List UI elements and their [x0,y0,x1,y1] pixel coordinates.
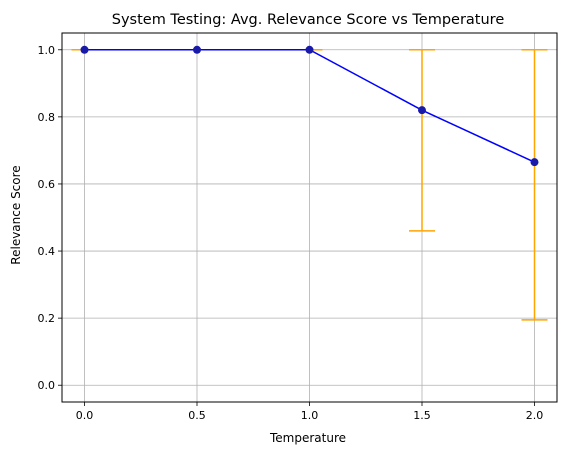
y-tick-label: 0.2 [38,312,56,325]
x-axis-ticks: 0.0 0.5 1.0 1.5 2.0 [76,402,544,422]
x-tick-label: 0.5 [188,409,206,422]
y-tick-label: 0.4 [38,245,56,258]
x-tick-label: 1.5 [413,409,431,422]
y-tick-label: 0.8 [38,111,56,124]
data-point [193,45,201,54]
y-tick-label: 0.6 [38,178,56,191]
y-axis-ticks: 0.0 0.2 0.4 0.6 0.8 1.0 [38,44,62,392]
data-point [530,158,539,167]
data-point [80,45,89,54]
x-axis-label: Temperature [269,431,346,445]
x-tick-label: 2.0 [526,409,544,422]
data-point [418,106,426,115]
grid [62,33,557,402]
y-axis-label: Relevance Score [9,165,23,264]
y-tick-label: 0.0 [38,379,56,392]
data-point [305,45,314,54]
x-tick-label: 1.0 [301,409,319,422]
y-tick-label: 1.0 [38,44,56,57]
chart-title: System Testing: Avg. Relevance Score vs … [112,12,505,28]
data-points [80,45,539,167]
x-tick-label: 0.0 [76,409,94,422]
